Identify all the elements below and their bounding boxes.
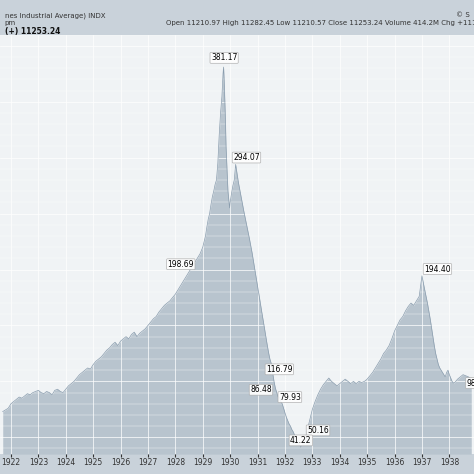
- Text: 294.07: 294.07: [233, 153, 260, 162]
- Text: 98.5: 98.5: [466, 379, 474, 388]
- Text: © S: © S: [456, 12, 469, 18]
- Text: 381.17: 381.17: [211, 54, 237, 63]
- Text: 41.22: 41.22: [290, 436, 311, 445]
- Text: 194.40: 194.40: [424, 264, 451, 273]
- Text: 79.93: 79.93: [279, 392, 301, 401]
- Text: pm: pm: [5, 20, 16, 26]
- Text: 116.79: 116.79: [266, 365, 292, 374]
- Text: 198.69: 198.69: [168, 260, 194, 269]
- Text: Open 11210.97 High 11282.45 Low 11210.57 Close 11253.24 Volume 414.2M Chg +11103: Open 11210.97 High 11282.45 Low 11210.57…: [166, 20, 474, 26]
- Text: nes Industrial Average) INDX: nes Industrial Average) INDX: [5, 12, 105, 19]
- Text: 50.16: 50.16: [307, 426, 329, 435]
- Text: (+) 11253.24: (+) 11253.24: [5, 27, 60, 36]
- Text: 86.48: 86.48: [250, 385, 272, 394]
